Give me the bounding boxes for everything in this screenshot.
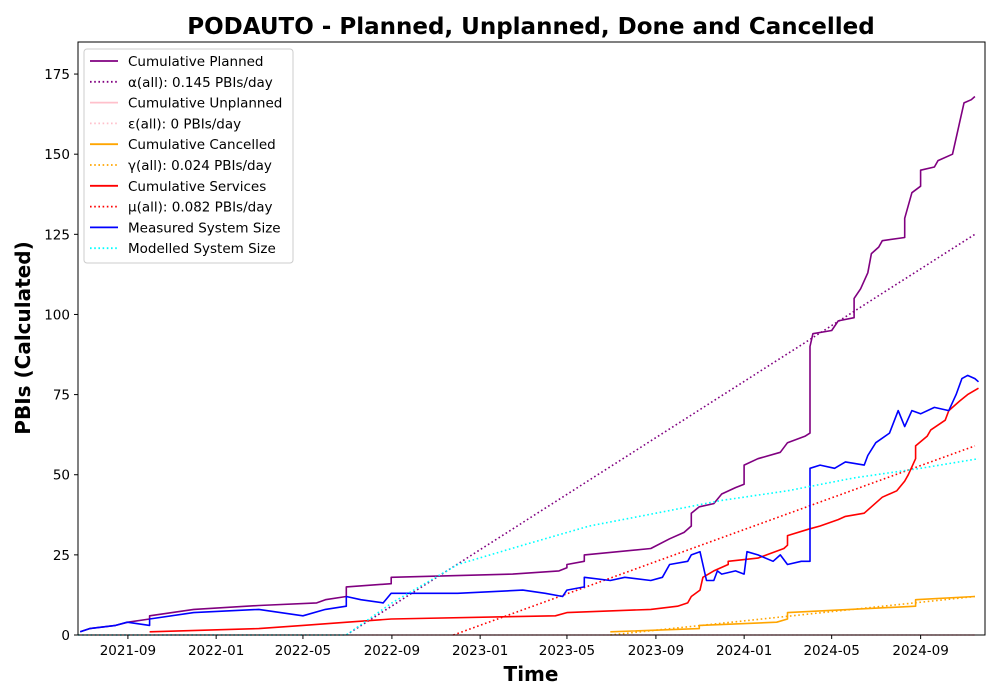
- y-tick-label: 75: [53, 388, 70, 404]
- chart-title: PODAUTO - Planned, Unplanned, Done and C…: [187, 14, 874, 40]
- x-tick-label: 2022-01: [188, 643, 244, 659]
- series-line-cumulative-cancelled: [610, 595, 975, 633]
- legend-label: μ(all): 0.082 PBIs/day: [128, 200, 272, 216]
- legend-label: Cumulative Unplanned: [128, 96, 282, 112]
- x-tick-label: 2024-05: [803, 643, 859, 659]
- x-tick-label: 2023-09: [628, 643, 684, 659]
- x-axis-label: Time: [504, 662, 559, 686]
- y-tick-label: 25: [53, 548, 70, 564]
- legend-label: Cumulative Planned: [128, 54, 264, 70]
- x-tick-label: 2021-09: [100, 643, 156, 659]
- x-tick-label: 2024-09: [892, 643, 948, 659]
- series-line-cumulative-services: [149, 387, 979, 633]
- series-line-measured-system-size: [79, 374, 980, 633]
- legend-label: Measured System Size: [128, 220, 281, 236]
- legend-box: [83, 48, 294, 264]
- y-tick-label: 150: [44, 147, 70, 163]
- y-axis-label: PBIs (Calculated): [11, 241, 35, 434]
- x-axis: 2021-09 2022-01 2022-05 2022-09 2023-01 2023-…: [100, 635, 949, 659]
- x-tick-label: 2023-05: [539, 643, 595, 659]
- x-tick-label: 2023-01: [452, 643, 508, 659]
- y-tick-label: 125: [44, 227, 70, 243]
- x-tick-label: 2022-05: [275, 643, 331, 659]
- legend: Cumulative Planned α(all): 0.145 PBIs/day…: [83, 48, 294, 264]
- y-tick-label: 0: [61, 628, 70, 644]
- legend-label: α(all): 0.145 PBIs/day: [128, 75, 273, 91]
- series-line-all-0-024-pbis-day: [610, 595, 975, 636]
- legend-label: Modelled System Size: [128, 241, 276, 257]
- series-line-modelled-system-size: [78, 457, 979, 636]
- legend-label: Cumulative Cancelled: [128, 137, 276, 153]
- series-line-all-0-082-pbis-day: [453, 445, 976, 636]
- y-tick-label: 100: [44, 307, 70, 323]
- y-tick-label: 50: [53, 468, 70, 484]
- legend-label: γ(all): 0.024 PBIs/day: [128, 158, 272, 174]
- series-line-cumulative-planned: [79, 95, 976, 633]
- legend-label: ε(all): 0 PBIs/day: [128, 116, 241, 132]
- legend-label: Cumulative Services: [128, 179, 266, 195]
- series-line-all-0-145-pbis-day: [345, 233, 976, 636]
- y-axis: 0 25 50 75 100 125 150 175: [44, 67, 78, 644]
- x-tick-label: 2022-09: [364, 643, 420, 659]
- axes-frame: [77, 41, 986, 636]
- x-tick-label: 2024-01: [716, 643, 772, 659]
- y-tick-label: 175: [44, 67, 70, 83]
